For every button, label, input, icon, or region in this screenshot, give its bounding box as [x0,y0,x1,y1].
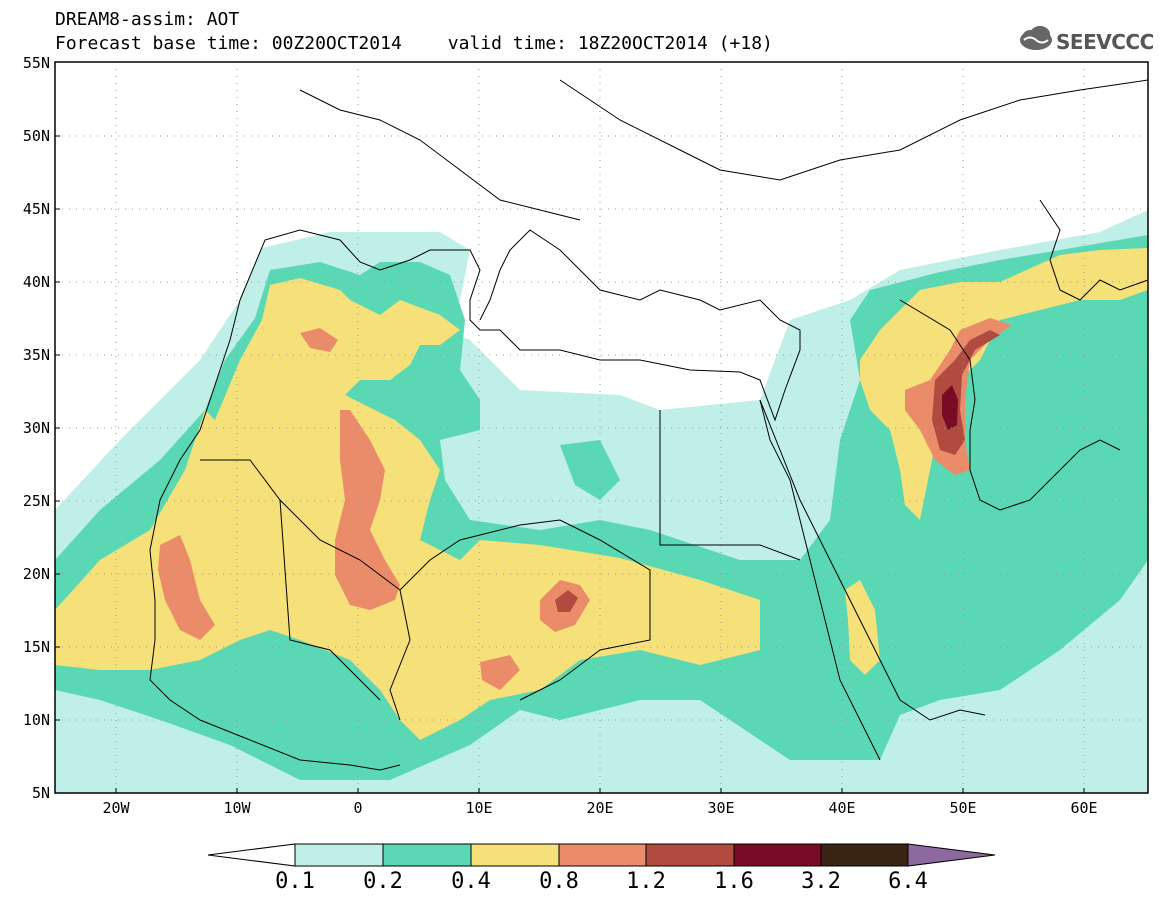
seevccc-logo [1020,26,1052,50]
coastlines [149,79,1148,771]
colorbar-label: 6.4 [888,869,928,894]
colorbar-box [645,843,735,867]
lat-label: 45N [22,200,50,218]
map-title: DREAM8-assim: AOT [55,9,240,30]
lon-label: 40E [828,799,856,817]
lon-label: 0 [353,799,363,817]
lat-label: 35N [22,346,50,364]
colorbar-label: 3.2 [801,869,841,894]
lon-label: 50E [949,799,977,817]
lat-label: 40N [22,273,50,291]
lon-label: 20E [586,799,614,817]
lon-label: 60E [1070,799,1098,817]
time-info: Forecast base time: 00Z20OCT2014 valid ti… [55,34,773,54]
lat-label: 20N [22,565,50,583]
colorbar-label: 0.8 [539,869,579,894]
lat-label: 55N [22,54,50,72]
colorbar-box [733,843,822,867]
colorbar-box [382,843,472,867]
colorbar-box [558,843,647,867]
colorbar-label: 1.6 [714,869,754,894]
cloud-icon [1020,26,1052,50]
aot-level-1.6 [942,385,958,430]
colorbar [207,843,996,867]
lat-label: 25N [22,492,50,510]
lon-label: 10W [223,799,251,817]
colorbar-over-triangle [907,843,996,867]
colorbar-label: 1.2 [626,869,666,894]
colorbar-box [294,843,384,867]
lon-label: 20W [102,799,130,817]
colorbar-box [470,843,560,867]
lon-label: 30E [707,799,735,817]
lat-label: 5N [31,784,50,802]
lat-label: 10N [22,711,50,729]
lon-label: 10E [465,799,493,817]
base-time: Forecast base time: 00Z20OCT2014 [55,33,402,54]
colorbar-label: 0.2 [363,869,403,894]
tick-marks [55,135,1085,793]
logo-text: SEEVCCC [1056,30,1154,54]
colorbar-box [820,843,909,867]
lat-label: 50N [22,127,50,145]
gridlines [55,62,1148,793]
colorbar-label: 0.4 [451,869,491,894]
colorbar-label: 0.1 [275,869,315,894]
valid-time: valid time: 18Z20OCT2014 (+18) [447,33,773,54]
lat-label: 30N [22,419,50,437]
lat-label: 15N [22,638,50,656]
colorbar-under-triangle [207,843,296,867]
